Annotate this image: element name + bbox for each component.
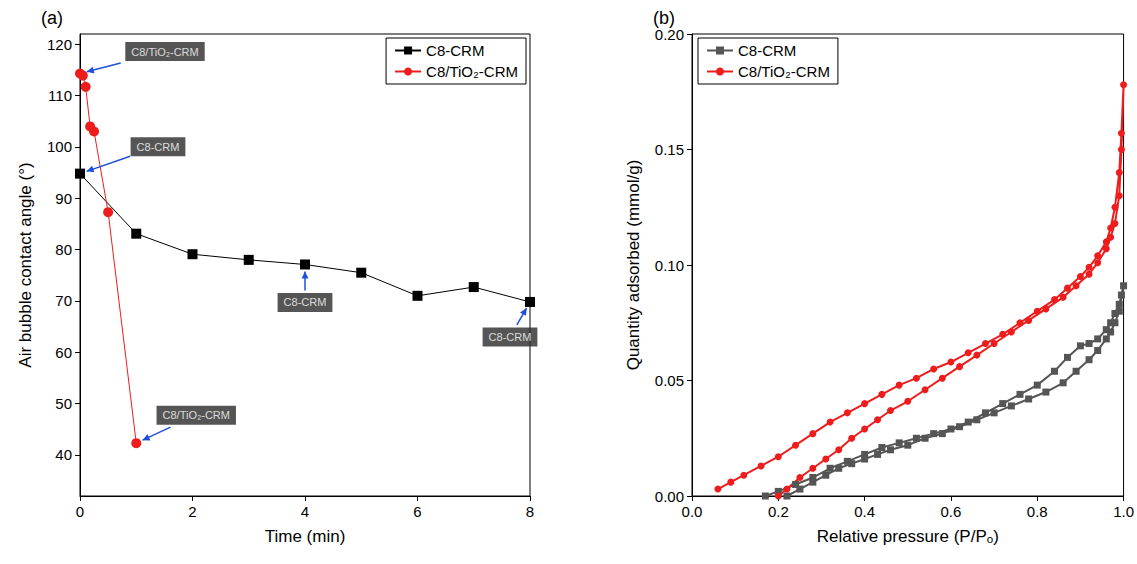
svg-text:0.4: 0.4 (854, 503, 875, 520)
svg-text:8: 8 (526, 503, 534, 520)
svg-text:40: 40 (55, 446, 72, 463)
svg-text:110: 110 (48, 87, 72, 104)
svg-text:50: 50 (55, 395, 72, 412)
svg-text:0.0: 0.0 (682, 503, 703, 520)
svg-text:70: 70 (55, 292, 72, 309)
svg-text:4: 4 (301, 503, 309, 520)
svg-text:Time (min): Time (min) (265, 527, 346, 546)
svg-text:0.00: 0.00 (655, 488, 684, 505)
svg-text:90: 90 (55, 190, 72, 207)
svg-text:C8-CRM: C8-CRM (738, 42, 796, 59)
svg-text:C8-CRM: C8-CRM (426, 42, 484, 59)
svg-text:0.10: 0.10 (655, 257, 684, 274)
svg-text:100: 100 (47, 138, 72, 155)
svg-text:C8/TiO₂-CRM: C8/TiO₂-CRM (163, 409, 230, 421)
svg-text:0.8: 0.8 (1027, 503, 1048, 520)
svg-text:0.20: 0.20 (655, 26, 684, 43)
svg-text:0.15: 0.15 (655, 141, 684, 158)
svg-text:Air bubble contact angle (°): Air bubble contact angle (°) (16, 162, 35, 367)
svg-text:C8-CRM: C8-CRM (489, 331, 532, 343)
svg-text:80: 80 (55, 241, 72, 258)
svg-text:(b): (b) (653, 8, 675, 28)
svg-text:6: 6 (413, 503, 421, 520)
svg-text:(a): (a) (41, 8, 63, 28)
svg-text:C8/TiO₂-CRM: C8/TiO₂-CRM (131, 46, 198, 58)
svg-text:1.0: 1.0 (1113, 503, 1134, 520)
svg-text:C8/TiO₂-CRM: C8/TiO₂-CRM (426, 63, 518, 80)
svg-text:Quantity adsorbed (mmol/g): Quantity adsorbed (mmol/g) (624, 160, 643, 371)
svg-text:C8/TiO₂-CRM: C8/TiO₂-CRM (738, 63, 830, 80)
svg-text:60: 60 (55, 344, 72, 361)
svg-text:120: 120 (47, 36, 72, 53)
svg-text:0: 0 (76, 503, 84, 520)
svg-text:C8-CRM: C8-CRM (137, 141, 180, 153)
svg-text:2: 2 (188, 503, 196, 520)
svg-text:0.05: 0.05 (655, 372, 684, 389)
svg-text:C8-CRM: C8-CRM (284, 296, 327, 308)
svg-text:Relative pressure (P/Pₒ): Relative pressure (P/Pₒ) (817, 527, 999, 546)
svg-text:0.2: 0.2 (768, 503, 789, 520)
svg-text:0.6: 0.6 (941, 503, 962, 520)
